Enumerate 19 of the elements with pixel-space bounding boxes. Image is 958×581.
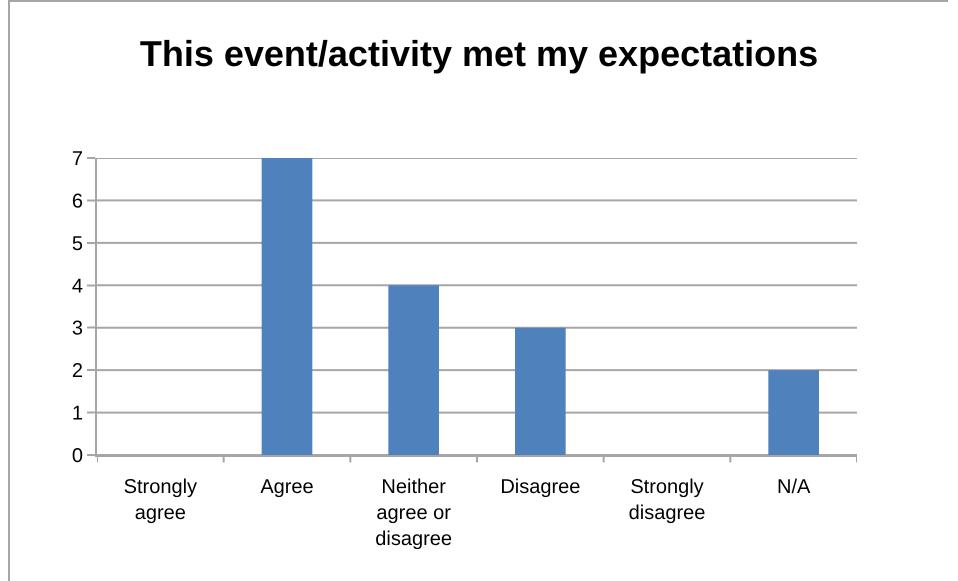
- x-tick-label: Neither agree or disagree: [375, 476, 452, 550]
- y-tick-label: 7: [72, 148, 83, 170]
- bar: [515, 328, 566, 455]
- y-tick-label: 3: [72, 318, 83, 340]
- y-tick-label: 0: [72, 445, 83, 467]
- chart-title: This event/activity met my expectations: [140, 32, 818, 74]
- x-tick-label: Disagree: [500, 476, 580, 498]
- x-tick-label: Strongly agree: [124, 476, 198, 524]
- y-tick-label: 6: [72, 190, 83, 212]
- x-tick-label: Strongly disagree: [628, 476, 706, 524]
- bar: [768, 370, 819, 455]
- y-tick-label: 4: [72, 275, 83, 298]
- bar: [262, 158, 312, 455]
- y-tick-label: 1: [72, 402, 83, 425]
- y-tick-label: 5: [72, 232, 83, 255]
- bar: [388, 285, 439, 455]
- y-tick-label: 2: [72, 360, 83, 382]
- x-tick-label: N/A: [777, 476, 811, 498]
- x-tick-label: Agree: [260, 476, 314, 498]
